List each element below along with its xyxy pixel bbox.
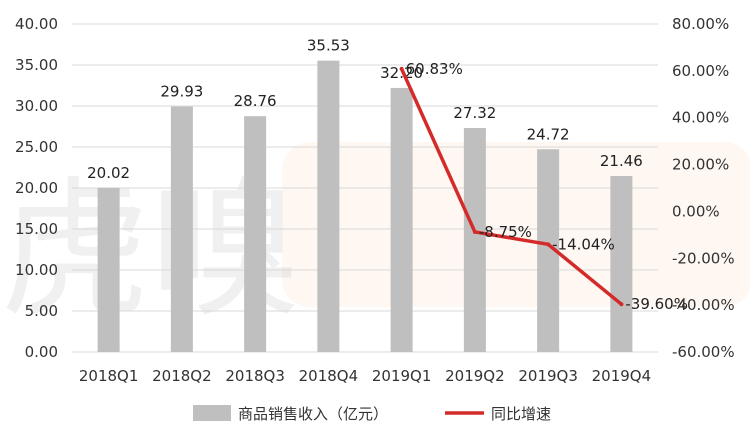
x-tick-label: 2019Q3	[518, 367, 578, 385]
legend-label-bar: 商品销售收入（亿元）	[238, 405, 388, 423]
line-point	[619, 302, 624, 307]
line-data-label: 60.83%	[406, 60, 463, 78]
bar-data-label: 27.32	[453, 104, 496, 122]
y-right-tick-label: -40.00%	[672, 296, 735, 314]
legend: 商品销售收入（亿元） 同比增速	[193, 405, 551, 423]
y-right-tick-label: 0.00%	[672, 202, 720, 220]
y-right-tick-label: 80.00%	[672, 15, 729, 33]
x-tick-label: 2019Q4	[592, 367, 652, 385]
bar	[390, 87, 413, 353]
y-right-tick-label: 60.00%	[672, 62, 729, 80]
bar	[170, 106, 193, 352]
line-data-label: -14.04%	[552, 235, 615, 253]
x-tick-label: 2019Q1	[372, 367, 432, 385]
y-left-tick-label: 10.00	[15, 261, 58, 279]
bar-data-label: 29.93	[160, 83, 203, 101]
y-left-tick-label: 15.00	[15, 220, 58, 238]
legend-label-line: 同比增速	[491, 405, 551, 423]
x-tick-label: 2018Q4	[299, 367, 359, 385]
line-data-label: -39.60%	[625, 295, 688, 313]
x-tick-label: 2019Q2	[445, 367, 505, 385]
line-point	[399, 66, 404, 71]
bar-data-label: 20.02	[87, 164, 130, 182]
y-right-tick-label: 20.00%	[672, 156, 729, 174]
x-tick-label: 2018Q1	[79, 367, 139, 385]
bar-data-label: 21.46	[600, 152, 643, 170]
x-tick-label: 2018Q2	[152, 367, 212, 385]
bar	[244, 116, 267, 352]
y-left-tick-label: 5.00	[25, 302, 58, 320]
y-right-tick-label: -20.00%	[672, 249, 735, 267]
bar-data-label: 28.76	[234, 92, 277, 110]
line-data-label: -8.75%	[479, 223, 532, 241]
line-point	[472, 229, 477, 234]
grid	[72, 23, 658, 353]
y-left-tick-label: 40.00	[15, 15, 58, 33]
growth-line	[399, 67, 624, 306]
y-right-tick-label: -60.00%	[672, 343, 735, 361]
bar	[97, 187, 120, 352]
bar	[317, 60, 340, 353]
y-left-tick-label: 35.00	[15, 56, 58, 74]
bar	[463, 127, 486, 352]
line-point	[546, 242, 551, 247]
y-left-tick-label: 30.00	[15, 97, 58, 115]
y-left-tick-label: 0.00	[25, 343, 58, 361]
line-series: 60.83% -8.75% -14.04% -39.60%	[399, 60, 688, 313]
bar-data-label: 24.72	[527, 125, 570, 143]
bar	[610, 176, 633, 352]
bar	[537, 149, 560, 352]
legend-swatch-bar	[193, 405, 231, 421]
y-left-tick-label: 20.00	[15, 179, 58, 197]
x-tick-label: 2018Q3	[225, 367, 285, 385]
axes: 0.00 5.00 10.00 15.00 20.00 25.00 30.00 35.00 40…	[15, 15, 735, 385]
bar-data-label: 35.53	[307, 37, 350, 55]
y-left-tick-label: 25.00	[15, 138, 58, 156]
y-right-tick-label: 40.00%	[672, 109, 729, 127]
